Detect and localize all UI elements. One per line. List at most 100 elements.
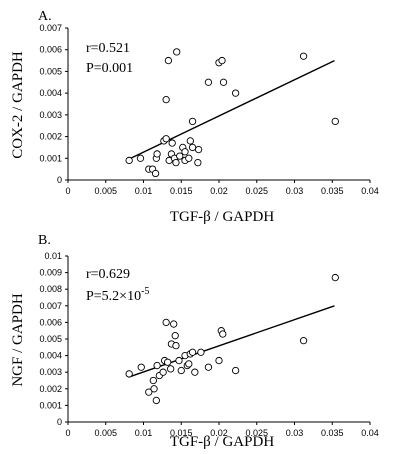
- y-tick-label: 0.006: [39, 45, 62, 55]
- data-point: [149, 376, 157, 385]
- data-point: [137, 363, 145, 371]
- x-tick-label: 0.04: [361, 186, 379, 196]
- data-point: [152, 396, 160, 405]
- x-tick-label: 0.01: [135, 186, 153, 196]
- x-axis-title: TGF-β / GAPDH: [170, 209, 274, 225]
- p-value: P=5.2×10-5: [86, 286, 149, 304]
- p-value: P=0.001: [86, 61, 133, 76]
- y-tick-label: 0.005: [39, 66, 62, 76]
- x-tick-label: 0.035: [321, 428, 344, 438]
- data-point: [188, 117, 197, 126]
- panel-a: 0 0.001 0.002 0.003 0.004 0.005 0.006 0.007 0 0.0…: [10, 9, 379, 225]
- x-tick-label: 0.015: [170, 186, 193, 196]
- y-tick-label: 0.003: [39, 110, 62, 120]
- data-point: [172, 158, 180, 167]
- data-point: [153, 361, 161, 370]
- data-point: [219, 330, 227, 338]
- x-axis-title: TGF-β / GAPDH: [170, 434, 274, 450]
- panel-label: A.: [38, 9, 52, 24]
- y-tick-label: 0.008: [39, 284, 62, 294]
- y-axis-title: NGF / GAPDH: [10, 293, 26, 387]
- data-point: [164, 56, 173, 65]
- data-point: [231, 366, 240, 375]
- data-point: [162, 135, 170, 143]
- y-tick-label: 0: [57, 175, 62, 185]
- x-tick-label: 0: [65, 428, 70, 438]
- data-point: [197, 348, 205, 356]
- y-tick-label: 0.003: [39, 367, 62, 377]
- data-point: [170, 320, 178, 328]
- y-tick-label: 0.002: [39, 384, 62, 394]
- data-point: [150, 385, 158, 393]
- data-point: [125, 370, 133, 378]
- data-point: [331, 117, 339, 126]
- x-tick-label: 0.005: [94, 186, 117, 196]
- p-value-base: P=5.2×10: [86, 289, 141, 304]
- y-tick-label: 0.009: [39, 268, 62, 278]
- y-tick-label: 0: [57, 417, 62, 427]
- x-tick-label: 0: [65, 186, 70, 196]
- data-point: [218, 56, 226, 65]
- y-tick-label: 0.001: [39, 400, 62, 410]
- data-point: [173, 48, 181, 56]
- data-point: [215, 356, 223, 365]
- x-tick-label: 0.03: [286, 428, 304, 438]
- regression-line: [128, 305, 335, 378]
- data-point: [185, 154, 193, 162]
- data-point: [167, 365, 175, 373]
- data-point: [185, 360, 193, 368]
- data-point: [231, 89, 240, 97]
- data-point: [175, 356, 183, 365]
- data-point: [204, 363, 213, 371]
- y-tick-label: 0.004: [39, 351, 62, 361]
- x-tick-label: 0.025: [245, 428, 268, 438]
- x-tick-label: 0.03: [286, 186, 304, 196]
- x-tick-label: 0.025: [245, 186, 268, 196]
- x-tick-label: 0.005: [94, 428, 117, 438]
- data-point: [219, 78, 228, 86]
- y-tick-label: 0.002: [39, 132, 62, 142]
- y-tick-label: 0.01: [44, 251, 62, 261]
- y-tick-label: 0.001: [39, 153, 62, 163]
- panel-label: B.: [38, 233, 51, 248]
- x-tick-label: 0.02: [210, 186, 228, 196]
- x-tick-label: 0.04: [361, 428, 379, 438]
- data-point: [162, 96, 170, 104]
- data-point: [331, 273, 339, 282]
- data-point: [168, 139, 176, 147]
- data-point: [151, 169, 160, 178]
- y-tick-label: 0.007: [39, 23, 62, 33]
- regression-line: [128, 59, 335, 161]
- data-point: [188, 348, 197, 356]
- data-point: [153, 150, 161, 158]
- data-point: [145, 388, 153, 396]
- data-point: [204, 78, 213, 86]
- data-point: [164, 358, 172, 366]
- y-tick-label: 0.005: [39, 334, 62, 344]
- y-tick-label: 0.004: [39, 88, 62, 98]
- data-point: [125, 156, 133, 165]
- x-tick-label: 0.01: [135, 428, 153, 438]
- data-point: [194, 145, 203, 154]
- x-tick-label: 0.015: [170, 428, 193, 438]
- data-point: [172, 341, 180, 350]
- correlation-r: r=0.521: [86, 41, 130, 56]
- panel-b: 0 0.001 0.002 0.003 0.004 0.005 0.006 0.007 0.00…: [10, 233, 379, 450]
- data-point: [177, 366, 185, 375]
- data-point: [159, 368, 167, 376]
- y-axis-title: COX-2 / GAPDH: [10, 51, 26, 159]
- x-tick-label: 0.035: [321, 186, 344, 196]
- data-point: [171, 332, 179, 340]
- p-value-exponent: -5: [141, 286, 149, 297]
- data-point: [299, 52, 308, 60]
- y-tick-label: 0.006: [39, 317, 62, 327]
- data-point: [136, 154, 145, 162]
- data-point: [176, 152, 184, 160]
- correlation-r: r=0.629: [86, 267, 130, 282]
- data-point: [162, 318, 170, 327]
- data-point: [186, 137, 194, 145]
- y-tick-label: 0.007: [39, 301, 62, 311]
- data-point: [191, 368, 199, 376]
- data-point: [181, 148, 189, 156]
